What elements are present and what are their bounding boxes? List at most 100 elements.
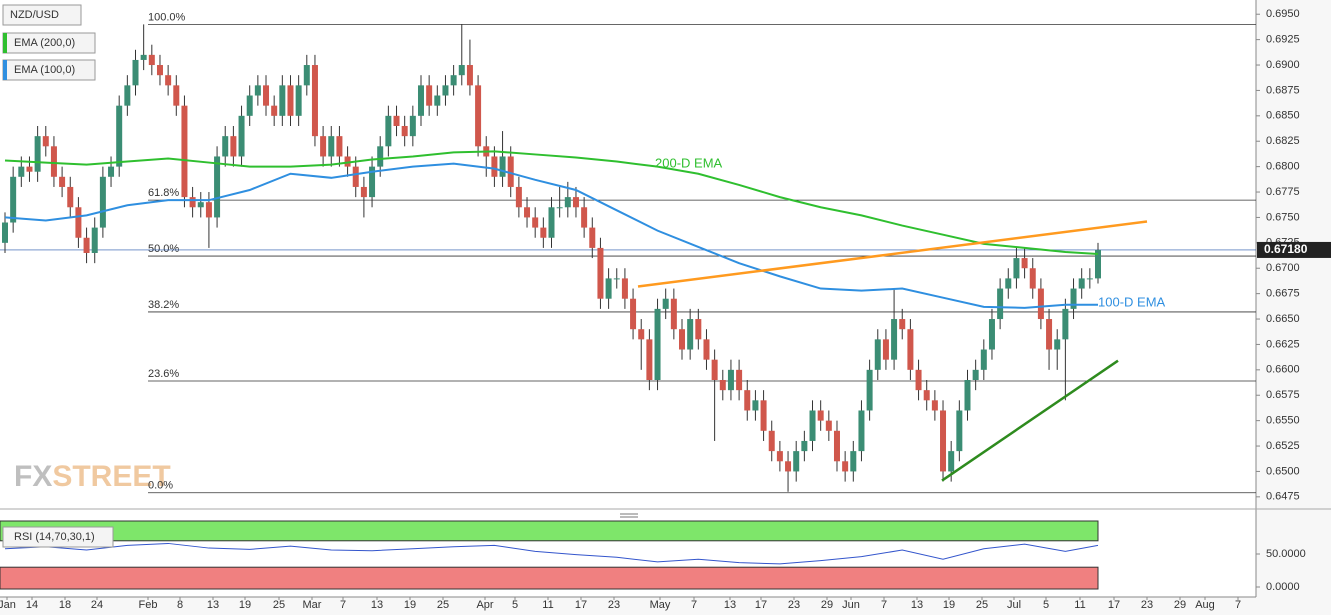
candle-body [10, 176, 17, 223]
x-tick-label: 19 [943, 599, 955, 611]
x-tick-label: Jul [1007, 599, 1021, 611]
candle-body [597, 247, 604, 299]
candle-body [907, 329, 914, 370]
candle-body [336, 136, 343, 157]
trendline [637, 220, 1148, 288]
fib-label: 50.0% [148, 243, 179, 255]
candle-body [189, 197, 196, 208]
candle-body [621, 278, 628, 299]
candle-body [148, 54, 155, 66]
y-tick-label: 0.6525 [1266, 440, 1300, 452]
rsi-tick-label: 0.0000 [1266, 581, 1300, 593]
y-tick-label: 0.6625 [1266, 338, 1300, 350]
x-tick-label: 5 [1043, 599, 1049, 611]
candle-body [833, 430, 840, 462]
rsi-oversold-band [0, 566, 1099, 590]
candle-body [83, 237, 90, 253]
y-tick-label: 0.6550 [1266, 415, 1300, 427]
x-tick-label: 23 [608, 599, 620, 611]
candle-body [344, 156, 351, 167]
candle-body [328, 136, 335, 157]
y-tick-label: 0.6500 [1266, 465, 1300, 477]
candle-body [108, 166, 115, 177]
candle-body [785, 461, 792, 472]
x-tick-label: 11 [1074, 599, 1085, 611]
x-tick-label: Apr [476, 599, 493, 611]
candle-body [866, 369, 873, 411]
candle-body [360, 186, 367, 198]
x-tick-label: 25 [976, 599, 988, 611]
candle-body [303, 65, 310, 86]
candle-body [793, 451, 800, 472]
ema-annotation: 200-D EMA [655, 155, 723, 170]
candle-body [727, 369, 734, 391]
y-tick-label: 0.6950 [1266, 8, 1300, 20]
x-tick-label: 23 [788, 599, 800, 611]
candle-body [980, 349, 987, 370]
candle-body [214, 156, 221, 218]
candle-body [1078, 278, 1085, 289]
candle-body [254, 85, 261, 96]
candle-body [295, 85, 302, 116]
candle-body [1037, 288, 1044, 320]
ema-line [4, 150, 1099, 256]
x-tick-label: 13 [371, 599, 383, 611]
rsi-tick-label: 50.0000 [1266, 548, 1306, 560]
x-tick-label: Aug [1195, 599, 1215, 611]
candle-body [271, 105, 278, 116]
candle-body [695, 319, 702, 340]
candle-body [646, 339, 653, 380]
candle-body [311, 65, 318, 137]
x-tick-label: 29 [1174, 599, 1186, 611]
x-tick-label: 23 [1141, 599, 1153, 611]
candle-body [67, 186, 74, 208]
y-tick-label: 0.6650 [1266, 313, 1300, 325]
candle-body [181, 105, 188, 198]
x-tick-label: 19 [239, 599, 251, 611]
candle-body [997, 288, 1004, 320]
x-tick-label: 8 [177, 599, 183, 611]
watermark-fx: FX [14, 460, 52, 493]
candle-body [605, 278, 612, 299]
price-axis-bg [1256, 0, 1331, 615]
candle-body [442, 85, 449, 96]
candle-body [548, 207, 555, 238]
candle-body [173, 85, 180, 106]
candle-body [426, 85, 433, 106]
candle-body [1046, 319, 1053, 350]
y-tick-label: 0.6575 [1266, 389, 1300, 401]
x-tick-label: 18 [59, 599, 71, 611]
candle-body [1070, 288, 1077, 309]
candle-body [1005, 278, 1012, 289]
x-tick-label: 17 [1108, 599, 1120, 611]
candle-body [736, 369, 743, 391]
x-tick-label: May [650, 599, 671, 611]
x-tick-label: 19 [404, 599, 416, 611]
candle-body [825, 420, 832, 431]
y-tick-label: 0.6900 [1266, 59, 1300, 71]
y-tick-label: 0.6850 [1266, 110, 1300, 122]
ema-annotation: 100-D EMA [1098, 294, 1166, 309]
legend-swatch [3, 60, 7, 80]
candle-body [850, 451, 857, 472]
candle-body [654, 308, 661, 380]
x-tick-label: 7 [691, 599, 697, 611]
candle-body [915, 369, 922, 391]
candle-body [891, 319, 898, 360]
y-tick-label: 0.6750 [1266, 211, 1300, 223]
candle-body [1086, 278, 1093, 280]
x-tick-label: 13 [911, 599, 923, 611]
rsi-overbought-band [0, 520, 1099, 542]
candle-body [948, 451, 955, 472]
y-tick-label: 0.6475 [1266, 491, 1300, 503]
x-tick-label: Mar [303, 599, 322, 611]
candle-body [662, 298, 669, 309]
candle-body [899, 319, 906, 330]
candle-body [279, 85, 286, 116]
x-tick-label: 25 [437, 599, 449, 611]
candle-body [222, 136, 229, 157]
candle-body [320, 136, 327, 157]
legend: NZD/USD EMA (200,0) EMA (100,0) [2, 4, 96, 81]
candle-body [466, 65, 473, 86]
candle-body [246, 95, 253, 116]
